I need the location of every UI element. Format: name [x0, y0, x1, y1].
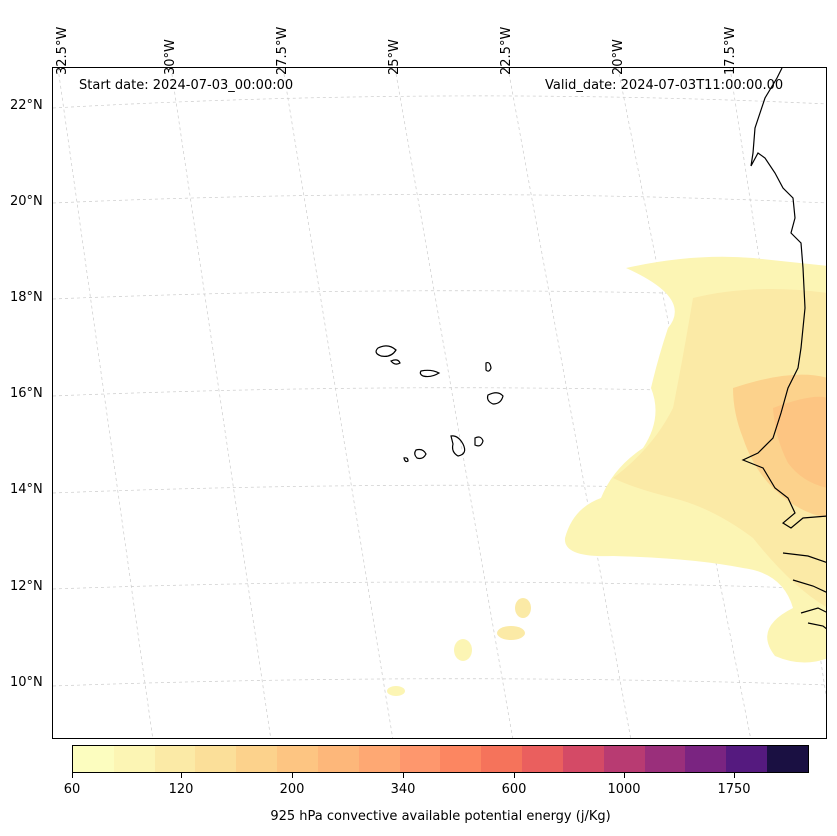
colorbar-swatch: [399, 746, 441, 772]
colorbar-swatch: [317, 746, 359, 772]
colorbar-tick-label: 1000: [607, 782, 641, 797]
lat-label: 16°N: [10, 386, 43, 401]
colorbar-swatch: [644, 746, 686, 772]
lon-label: 22.5°W: [499, 26, 514, 75]
colorbar-swatch: [154, 746, 196, 772]
coastlines: [375, 68, 826, 630]
colorbar: [72, 745, 809, 773]
map-canvas: [53, 68, 826, 738]
lat-label: 10°N: [10, 675, 43, 690]
lon-label: 20°W: [611, 39, 626, 75]
colorbar-swatch: [73, 746, 114, 772]
colorbar-title: 925 hPa convective available potential e…: [270, 809, 611, 824]
lat-label: 14°N: [10, 482, 43, 497]
colorbar-tick: [292, 773, 293, 778]
colorbar-swatch: [195, 746, 237, 772]
colorbar-tick-label: 60: [63, 782, 81, 797]
cape-shading: [387, 256, 826, 696]
colorbar-swatch: [603, 746, 645, 772]
colorbar-tick-label: 1750: [717, 782, 751, 797]
colorbar-tick: [624, 773, 625, 778]
colorbar-swatch: [562, 746, 604, 772]
lat-label: 12°N: [10, 579, 43, 594]
map-panel: [52, 67, 827, 739]
lat-label: 22°N: [10, 98, 43, 113]
lon-label: 30°W: [163, 39, 178, 75]
colorbar-tick: [734, 773, 735, 778]
lon-label: 32.5°W: [55, 26, 70, 75]
lon-label: 25°W: [387, 39, 402, 75]
colorbar-swatch: [358, 746, 400, 772]
colorbar-swatch: [440, 746, 482, 772]
start-date-label: Start date: 2024-07-03_00:00:00: [79, 78, 294, 93]
colorbar-tick-label: 340: [390, 782, 416, 797]
colorbar-swatch: [685, 746, 727, 772]
colorbar-tick-label: 200: [279, 782, 305, 797]
valid-date-label: Valid_date: 2024-07-03T11:00:00.00: [545, 78, 784, 93]
colorbar-tick: [72, 773, 73, 778]
colorbar-tick: [181, 773, 182, 778]
colorbar-swatch: [522, 746, 563, 772]
colorbar-swatch: [767, 746, 808, 772]
colorbar-swatch: [481, 746, 523, 772]
colorbar-swatch: [236, 746, 278, 772]
colorbar-swatch: [726, 746, 768, 772]
colorbar-swatch: [113, 746, 155, 772]
colorbar-tick-label: 600: [501, 782, 527, 797]
colorbar-swatch: [277, 746, 318, 772]
lat-label: 20°N: [10, 194, 43, 209]
lon-label: 27.5°W: [275, 26, 290, 75]
colorbar-tick: [403, 773, 404, 778]
lat-label: 18°N: [10, 290, 43, 305]
lon-label: 17.5°W: [723, 26, 738, 75]
colorbar-tick-label: 120: [168, 782, 194, 797]
colorbar-tick: [514, 773, 515, 778]
